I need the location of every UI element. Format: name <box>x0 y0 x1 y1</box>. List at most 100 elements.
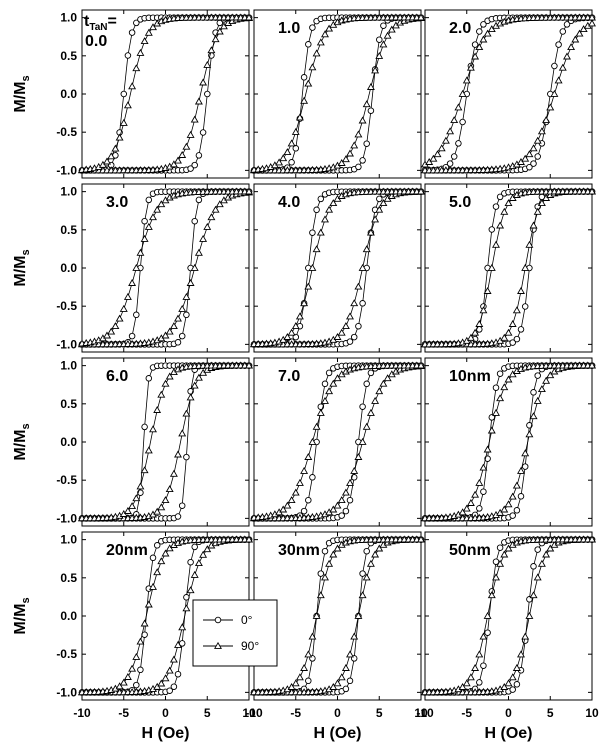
data-point-triangle <box>417 535 425 543</box>
series-circle <box>421 14 596 174</box>
series-line-triangle <box>82 365 249 519</box>
data-point-circle <box>476 28 483 35</box>
data-point-triangle <box>437 144 446 152</box>
data-point-circle <box>359 300 366 307</box>
data-point-circle <box>309 474 316 481</box>
data-point-triangle <box>358 437 367 445</box>
data-point-circle <box>513 335 521 343</box>
data-point-triangle <box>471 52 480 60</box>
panel-8: 7.0 <box>250 357 425 527</box>
data-point-triangle <box>123 292 132 300</box>
series-line-triangle <box>253 365 421 519</box>
data-point-circle <box>367 369 375 377</box>
data-point-circle <box>455 140 462 147</box>
data-point-triangle <box>554 76 563 84</box>
data-point-triangle <box>346 478 354 486</box>
data-point-triangle <box>182 142 191 150</box>
data-point-circle <box>488 226 496 233</box>
y-axis-title: M/Ms <box>12 423 32 460</box>
data-point-triangle <box>115 133 124 141</box>
series-triangle <box>78 13 253 174</box>
data-point-triangle <box>207 46 216 54</box>
data-point-circle <box>346 338 354 345</box>
data-point-triangle <box>383 31 392 39</box>
data-point-triangle <box>153 568 162 576</box>
series-line-triangle <box>253 191 421 345</box>
data-point-triangle <box>132 263 141 271</box>
y-tick-label: -1.0 <box>56 163 77 177</box>
data-point-triangle <box>144 28 153 36</box>
data-point-triangle <box>354 130 363 138</box>
data-point-circle <box>355 322 362 330</box>
data-point-triangle <box>169 469 178 477</box>
data-point-triangle <box>174 314 182 322</box>
data-point-triangle <box>98 160 107 168</box>
data-point-triangle <box>316 591 325 599</box>
data-point-triangle <box>479 306 488 314</box>
x-axis-title: H (Oe) <box>485 725 533 742</box>
data-point-triangle <box>521 449 530 457</box>
data-point-triangle <box>291 679 300 687</box>
data-point-triangle <box>466 498 475 506</box>
y-axis-title-sub: s <box>20 423 32 429</box>
data-point-triangle <box>194 248 203 256</box>
data-point-circle <box>492 384 500 391</box>
x-tick-label: -10 <box>416 706 434 720</box>
data-point-triangle <box>350 299 359 307</box>
series-line-circle <box>254 17 421 171</box>
data-point-triangle <box>492 408 500 416</box>
data-point-triangle <box>287 496 296 504</box>
data-point-circle <box>338 512 345 519</box>
series-circle <box>421 362 596 522</box>
data-point-circle <box>321 547 329 555</box>
data-point-triangle <box>504 199 513 207</box>
data-point-circle <box>376 195 383 203</box>
data-point-circle <box>367 107 375 114</box>
series-triangle <box>421 187 596 348</box>
data-point-triangle <box>483 29 492 37</box>
data-point-triangle <box>346 650 354 658</box>
panel-label: 10nm <box>449 368 491 385</box>
data-point-triangle <box>178 304 187 312</box>
data-point-triangle <box>103 157 112 165</box>
data-point-triangle <box>487 25 496 33</box>
data-point-triangle <box>144 600 153 608</box>
panel-label: 50nm <box>449 542 491 559</box>
data-point-circle <box>195 152 203 159</box>
data-point-triangle <box>199 78 208 86</box>
series-line-circle <box>254 539 421 693</box>
data-point-triangle <box>362 573 371 581</box>
data-point-circle <box>199 129 207 136</box>
data-point-triangle <box>304 79 313 87</box>
data-point-triangle <box>291 322 300 330</box>
data-point-circle <box>376 36 383 43</box>
data-point-triangle <box>579 25 588 33</box>
data-point-circle <box>355 163 362 171</box>
data-point-triangle <box>333 544 342 552</box>
data-point-triangle <box>550 89 559 97</box>
data-point-triangle <box>504 375 513 383</box>
data-point-circle <box>359 403 366 410</box>
data-point-triangle <box>157 390 166 398</box>
panel-10: -1.0 -0.5 0.0 0.5 1.0 M/Ms -10 -5 0 5 10 H (Oe) 20nm <box>12 531 256 742</box>
data-point-triangle <box>144 222 153 230</box>
data-point-triangle <box>471 490 480 498</box>
data-point-triangle <box>157 679 166 687</box>
data-point-triangle <box>512 481 521 489</box>
data-point-circle <box>459 118 466 126</box>
data-point-triangle <box>157 503 166 511</box>
data-point-triangle <box>462 76 471 84</box>
data-point-triangle <box>207 213 216 221</box>
data-point-triangle <box>153 682 162 690</box>
series-line-circle <box>254 17 421 171</box>
series-circle <box>421 536 596 696</box>
data-point-triangle <box>275 158 284 166</box>
data-point-triangle <box>358 591 367 599</box>
data-point-triangle <box>588 19 596 27</box>
data-point-circle <box>509 512 516 519</box>
y-tick-label: -0.5 <box>56 125 77 139</box>
data-point-circle <box>141 423 148 431</box>
data-point-triangle <box>291 127 300 135</box>
data-point-circle <box>530 563 537 570</box>
data-point-circle <box>292 333 300 341</box>
